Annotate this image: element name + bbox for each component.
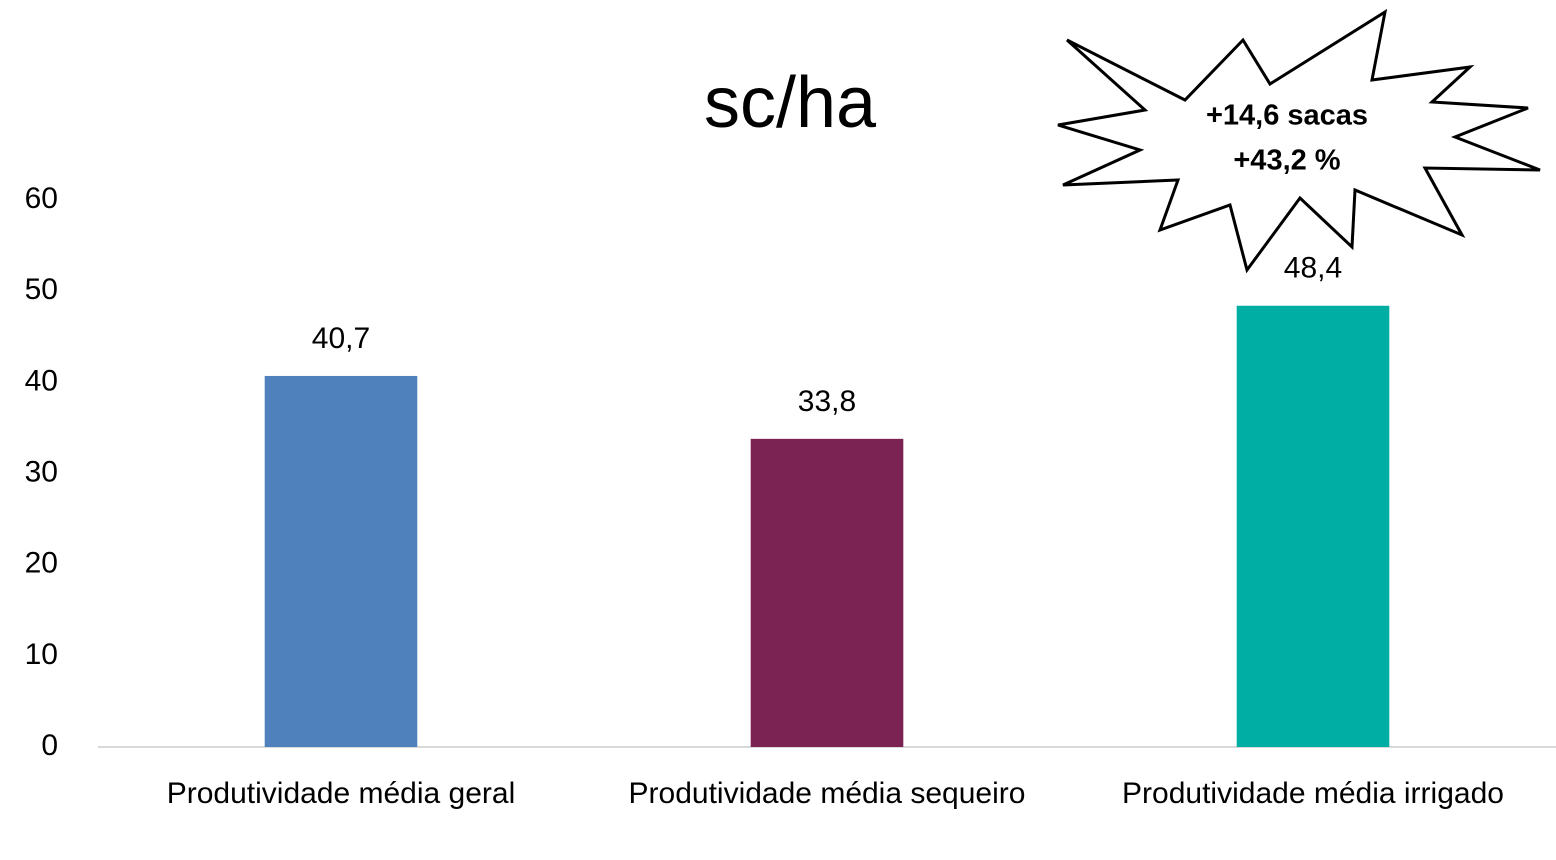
x-tick-label: Produtividade média sequeiro <box>629 777 1026 810</box>
y-tick-label: 20 <box>25 547 58 580</box>
y-tick-label: 60 <box>25 182 58 215</box>
bar <box>264 375 418 747</box>
y-tick-label: 10 <box>25 638 58 671</box>
y-tick-label: 30 <box>25 455 58 488</box>
y-tick-label: 50 <box>25 273 58 306</box>
data-label: 40,7 <box>312 322 370 355</box>
y-tick-label: 0 <box>41 729 58 762</box>
bar <box>1236 305 1390 747</box>
y-tick-label: 40 <box>25 364 58 397</box>
x-tick-label: Produtividade média geral <box>167 777 516 810</box>
data-label: 33,8 <box>798 385 856 418</box>
chart-title: sc/ha <box>704 63 877 143</box>
x-tick-label: Produtividade média irrigado <box>1122 777 1504 810</box>
data-label: 48,4 <box>1284 252 1342 285</box>
starburst <box>1057 8 1541 274</box>
bar <box>750 438 904 747</box>
annotation: +43,2 % <box>1233 145 1340 177</box>
annotation: +14,6 sacas <box>1206 100 1368 132</box>
